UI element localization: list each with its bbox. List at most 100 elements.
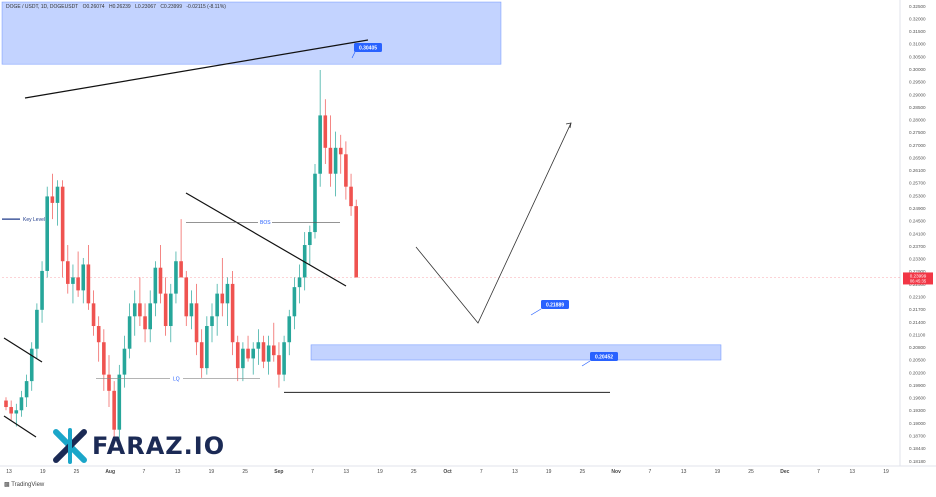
candle-body[interactable] [333, 147, 338, 174]
candle-body[interactable] [163, 293, 168, 327]
high-callout-bg [354, 43, 382, 52]
candle-body[interactable] [55, 186, 60, 203]
high-callout-pointer [351, 51, 356, 59]
candle-body[interactable] [153, 267, 158, 304]
candle-body[interactable] [9, 407, 13, 414]
candle-body[interactable] [14, 410, 19, 414]
time-tick-label: 7 [311, 469, 314, 475]
price-tick-label: 0.32500 [909, 4, 926, 9]
candle-body[interactable] [29, 348, 34, 382]
candle-body[interactable] [96, 326, 101, 343]
candle-body[interactable] [102, 342, 106, 375]
candle-body[interactable] [81, 264, 86, 291]
candle-body[interactable] [297, 277, 302, 288]
demand-zone[interactable] [310, 344, 722, 361]
candle-body[interactable] [328, 147, 333, 174]
price-tick-label: 0.27500 [909, 130, 926, 135]
candle-body[interactable] [338, 147, 343, 155]
candle-body[interactable] [277, 355, 281, 375]
supply-zone[interactable] [1, 1, 502, 65]
candle-body[interactable] [302, 245, 307, 278]
candle-body[interactable] [354, 206, 358, 278]
candle-body[interactable] [256, 342, 261, 349]
tradingview-brand: ▩ TradingView [4, 481, 44, 488]
candle-body[interactable] [318, 115, 322, 174]
candle-body[interactable] [66, 261, 70, 284]
candle-body[interactable] [24, 381, 29, 398]
candle-body[interactable] [344, 154, 348, 187]
candle-body[interactable] [60, 186, 65, 262]
candle-body[interactable] [287, 316, 292, 343]
candle-body[interactable] [266, 345, 271, 362]
candle-body[interactable] [45, 196, 49, 271]
time-tick-label: Dec [780, 469, 789, 475]
candle-body[interactable] [122, 348, 127, 375]
candle-body[interactable] [230, 283, 235, 343]
candle-body[interactable] [194, 303, 199, 343]
candle-body[interactable] [112, 390, 116, 430]
candle-body[interactable] [235, 342, 240, 369]
price-tick-label: 0.27000 [909, 143, 926, 148]
time-tick-label: Sep [274, 469, 283, 475]
candle-body[interactable] [91, 303, 96, 327]
time-tick-label: Aug [105, 469, 115, 475]
low-callout-pointer [581, 360, 591, 367]
upper-trendline[interactable] [24, 39, 369, 99]
candle-body[interactable] [210, 316, 214, 327]
candle-body[interactable] [220, 293, 225, 304]
candle-body[interactable] [261, 342, 266, 362]
price-tick-label: 0.20500 [909, 358, 926, 363]
candle-body[interactable] [132, 303, 137, 317]
projection-path[interactable] [415, 122, 572, 324]
low-callout: 0.20452 [595, 354, 613, 360]
candle-body[interactable] [251, 348, 255, 359]
candle-body[interactable] [127, 316, 132, 349]
symbol-label: DOGE / USDT, 1D, DOGEUSDT [6, 4, 79, 10]
candle-body[interactable] [179, 261, 183, 278]
price-tick-label: 0.28000 [909, 118, 926, 123]
candle-body[interactable] [107, 374, 111, 391]
candle-body[interactable] [71, 277, 75, 284]
candle-body[interactable] [323, 115, 328, 148]
candle-body[interactable] [241, 348, 245, 369]
left-trendline-bottom[interactable] [3, 415, 37, 438]
candle-body[interactable] [158, 267, 163, 294]
candle-body[interactable] [35, 309, 39, 349]
candle-body[interactable] [292, 287, 297, 317]
descending-trendline[interactable] [185, 192, 347, 287]
high-callout: 0.30405 [359, 45, 377, 51]
candle-body[interactable] [205, 326, 209, 369]
candle-body[interactable] [50, 196, 55, 203]
demand-callout: 0.21889 [546, 302, 564, 308]
candle-body[interactable] [349, 186, 353, 207]
candle-body[interactable] [282, 342, 286, 375]
candle-body[interactable] [308, 232, 312, 246]
candle-body[interactable] [40, 270, 44, 310]
candle-body[interactable] [143, 316, 147, 330]
candle-body[interactable] [19, 397, 24, 411]
candle-body[interactable] [313, 173, 317, 233]
price-tick-label: 0.18440 [909, 446, 926, 451]
time-tick-label: 19 [209, 469, 215, 475]
candle-body[interactable] [76, 277, 80, 291]
candle-body[interactable] [199, 342, 204, 369]
candle-body[interactable] [117, 374, 122, 430]
price-tick-label: 0.20800 [909, 345, 926, 350]
candle-body[interactable] [4, 400, 8, 408]
candle-body[interactable] [169, 293, 173, 327]
candle-body[interactable] [246, 348, 250, 359]
candle-body[interactable] [215, 293, 219, 317]
candle-body[interactable] [272, 345, 276, 356]
left-trendline-top[interactable] [3, 337, 43, 363]
time-tick-label: Nov [611, 469, 621, 475]
candle-body[interactable] [184, 277, 189, 317]
chart-header: DOGE / USDT, 1D, DOGEUSDT O0.26074 H0.26… [6, 4, 229, 10]
candle-body[interactable] [189, 303, 194, 317]
candle-body[interactable] [225, 283, 230, 304]
candle-body[interactable] [174, 261, 178, 294]
candle-body[interactable] [148, 303, 152, 330]
candle-body[interactable] [138, 303, 142, 317]
candle-body[interactable] [86, 264, 91, 304]
